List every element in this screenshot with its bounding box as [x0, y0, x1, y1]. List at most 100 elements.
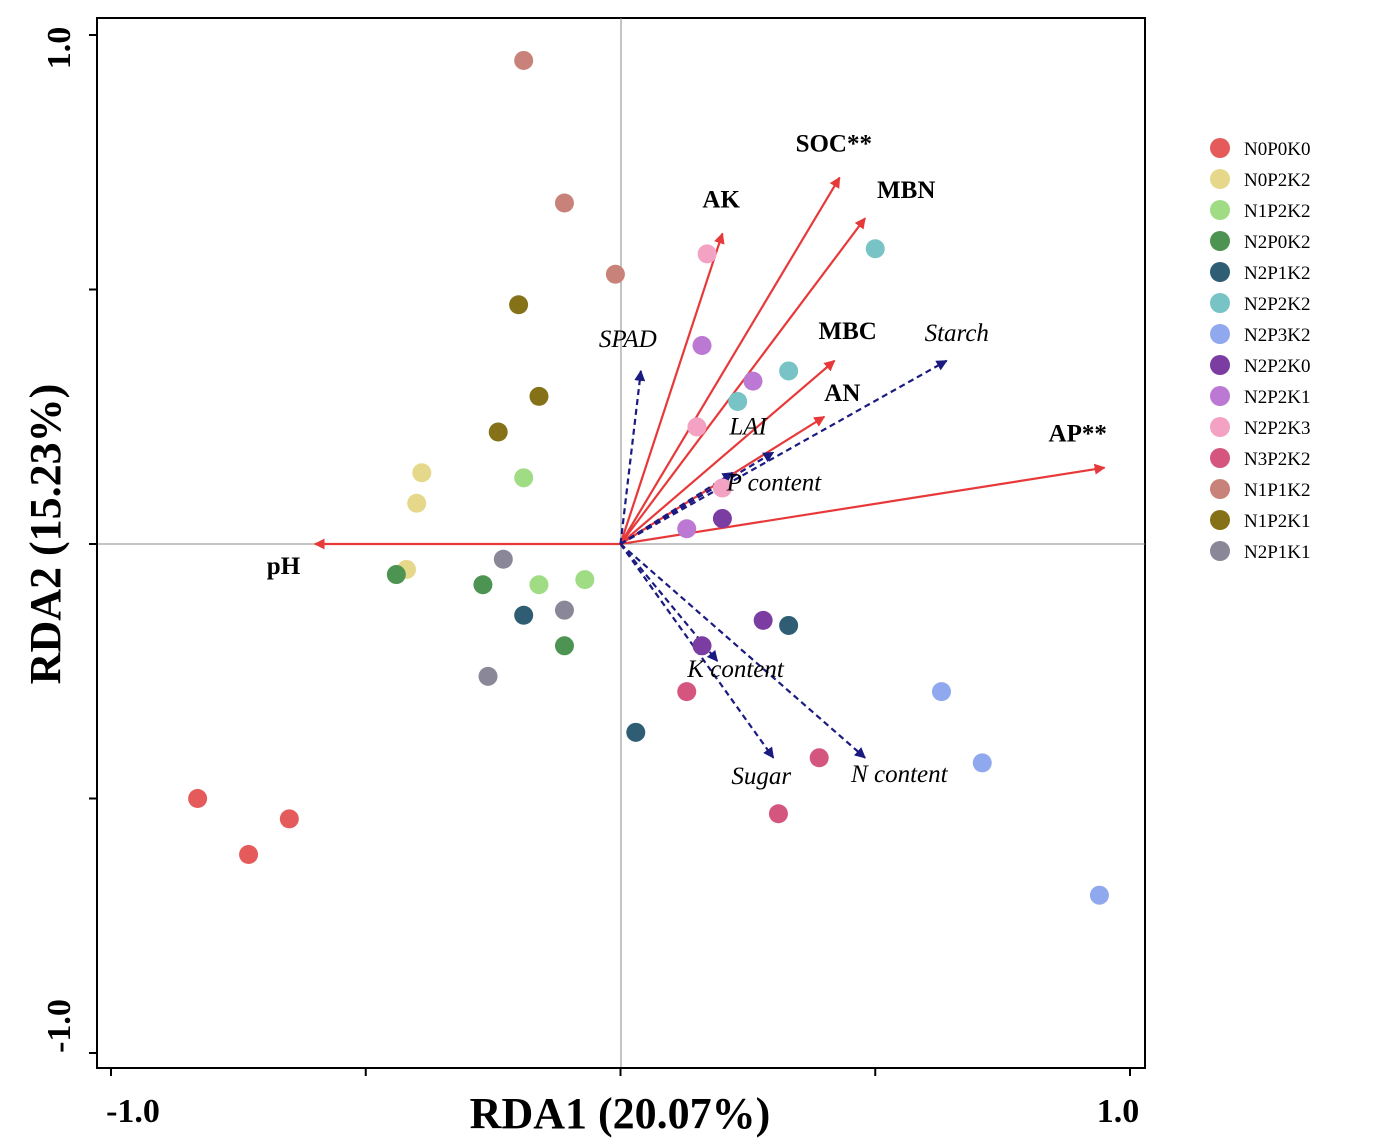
legend-swatch-n0p2k2 [1210, 169, 1230, 189]
env-arrow-ak [619, 232, 725, 545]
response-label-lai: LAI [728, 413, 768, 440]
legend-label-n2p2k0: N2P2K0 [1244, 356, 1311, 377]
point-n3p2k2 [677, 682, 697, 702]
legend-label-n2p3k2: N2P3K2 [1244, 325, 1311, 346]
point-n2p2k3 [712, 478, 732, 498]
legend-label-n0p0k0: N0P0K0 [1244, 139, 1311, 160]
legend-swatch-n1p2k1 [1210, 510, 1230, 530]
response-arrow-k-content [619, 543, 719, 662]
point-n0p0k0 [188, 789, 208, 808]
point-n2p3k2 [972, 753, 992, 773]
point-n0p2k2 [407, 493, 427, 513]
legend: N0P0K0 N0P2K2 N1P2K2 N2P0K2 N2P1K2 N2P2K2 N2P3… [1210, 138, 1311, 563]
legend-label-n1p1k2: N1P1K2 [1244, 480, 1311, 501]
response-arrow-starch [619, 359, 948, 545]
point-n2p1k1 [493, 549, 513, 569]
legend-swatch-n0p0k0 [1210, 138, 1230, 158]
point-n1p1k2 [554, 193, 574, 213]
point-n2p0k2 [386, 565, 406, 585]
legend-swatch-n2p2k3 [1210, 417, 1230, 437]
legend-swatch-n2p1k1 [1210, 541, 1230, 561]
point-n2p1k1 [554, 600, 574, 620]
point-n2p3k2 [931, 682, 951, 702]
point-n2p2k1 [692, 335, 712, 355]
point-n2p2k0 [753, 610, 773, 630]
x-tick-label-max: 1.0 [1097, 1093, 1140, 1130]
point-n1p1k2 [605, 264, 625, 284]
legend-swatch-n1p2k2 [1210, 200, 1230, 220]
point-n2p1k2 [626, 722, 646, 742]
env-label-an: AN [824, 380, 860, 407]
legend-label-n2p0k2: N2P0K2 [1244, 232, 1311, 253]
x-axis-title: RDA1 (20.07%) [470, 1089, 771, 1138]
x-tick-label-min: -1.0 [106, 1093, 160, 1130]
legend-label-n1p2k1: N1P2K1 [1244, 511, 1311, 532]
point-n2p0k2 [554, 636, 574, 656]
point-n0p0k0 [239, 844, 259, 864]
y-tick-label-min: -1.0 [41, 999, 78, 1053]
response-label-sugar: Sugar [731, 763, 791, 790]
x-axis-ticks [110, 1068, 1131, 1076]
environment-arrows [313, 176, 1106, 550]
response-label-k-content: K content [686, 656, 785, 683]
point-n2p1k2 [514, 605, 534, 625]
env-label-ap: AP** [1049, 421, 1107, 448]
legend-swatch-n2p2k2 [1210, 293, 1230, 313]
legend-label-n3p2k2: N3P2K2 [1244, 449, 1311, 470]
point-n1p2k1 [509, 295, 529, 315]
point-n1p2k1 [488, 422, 508, 442]
env-arrow-soc [619, 176, 841, 545]
legend-swatch-n3p2k2 [1210, 448, 1230, 468]
point-n2p2k3 [697, 244, 717, 264]
point-n0p0k0 [279, 809, 299, 829]
point-n3p2k2 [809, 748, 829, 768]
sample-points [188, 50, 1109, 905]
point-n1p2k2 [529, 575, 549, 595]
legend-label-n2p1k1: N2P1K1 [1244, 542, 1311, 563]
point-n2p3k2 [1089, 885, 1109, 905]
y-tick-label-max: 1.0 [41, 27, 78, 70]
response-label-n-content: N content [850, 761, 949, 788]
point-n2p2k0 [692, 636, 712, 656]
response-arrow-n-content [619, 543, 866, 759]
point-n1p2k1 [529, 386, 549, 406]
point-n2p2k1 [677, 519, 697, 539]
legend-label-n2p2k1: N2P2K1 [1244, 387, 1311, 408]
arrow-labels: pH AK SOC**MBN MBC AN AP** SPAD Starch LAI P cont… [267, 131, 1107, 790]
legend-swatch-n2p1k2 [1210, 262, 1230, 282]
legend-swatch-n2p2k0 [1210, 355, 1230, 375]
point-n2p2k2 [779, 361, 799, 381]
point-n2p2k2 [865, 239, 885, 259]
point-n2p1k2 [779, 615, 799, 635]
point-n2p2k3 [687, 417, 707, 437]
response-label-starch: Starch [925, 320, 989, 347]
legend-swatch-n2p2k1 [1210, 386, 1230, 406]
legend-label-n1p2k2: N1P2K2 [1244, 201, 1311, 222]
legend-swatch-n2p3k2 [1210, 324, 1230, 344]
env-label-mbc: MBC [818, 318, 876, 345]
response-label-spad: SPAD [599, 326, 657, 353]
legend-label-n2p2k2: N2P2K2 [1244, 294, 1311, 315]
env-label-mbn: MBN [877, 177, 935, 204]
y-axis-title: RDA2 (15.23%) [21, 384, 70, 685]
point-n3p2k2 [768, 804, 788, 824]
env-label-soc: SOC** [796, 131, 872, 158]
legend-swatch-n2p0k2 [1210, 231, 1230, 251]
legend-swatch-n1p1k2 [1210, 479, 1230, 499]
legend-label-n0p2k2: N0P2K2 [1244, 170, 1311, 191]
point-n2p2k1 [743, 371, 763, 391]
response-label-p-content: P content [726, 470, 823, 497]
point-n2p0k2 [473, 575, 493, 595]
point-n2p1k1 [478, 666, 498, 686]
point-n1p2k2 [575, 570, 595, 590]
env-arrow-ap [620, 463, 1106, 546]
point-n2p2k0 [712, 509, 732, 529]
point-n2p2k2 [728, 391, 748, 411]
legend-label-n2p2k3: N2P2K3 [1244, 418, 1311, 439]
point-n1p1k2 [514, 50, 534, 70]
response-arrow-spad [619, 369, 646, 545]
point-n1p2k2 [514, 468, 534, 488]
env-label-ak: AK [702, 187, 740, 214]
legend-label-n2p1k2: N2P1K2 [1244, 263, 1311, 284]
